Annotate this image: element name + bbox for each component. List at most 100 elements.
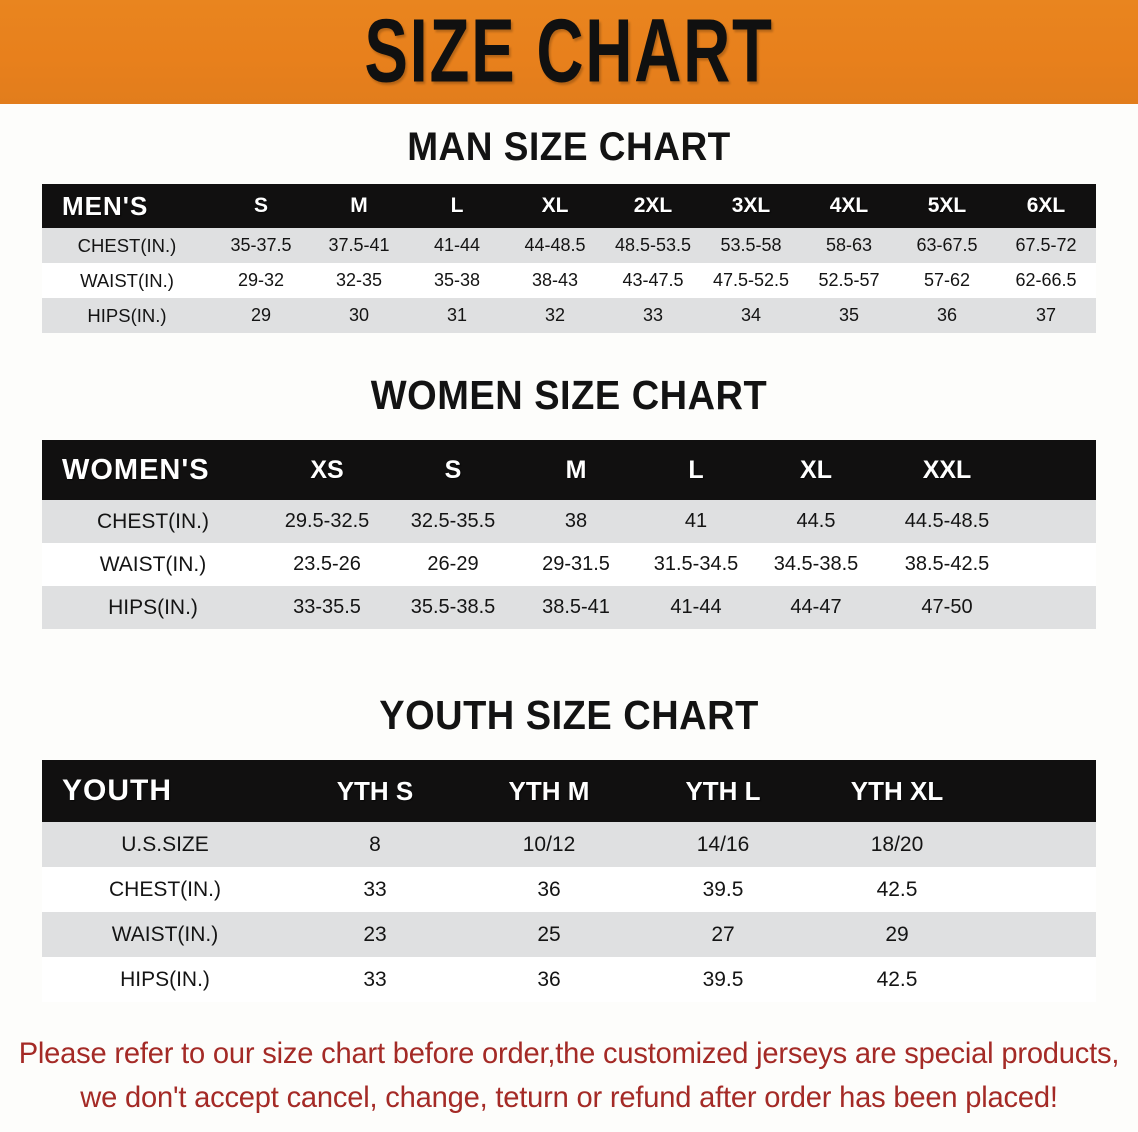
youth-ussize-s: 8 <box>369 832 381 856</box>
men-waist-2xl: 43-47.5 <box>622 270 684 290</box>
men-hips-6xl: 37 <box>1035 305 1057 325</box>
youth-col-xl: YTH XL <box>850 775 944 806</box>
women-chest-xl: 44.5 <box>796 510 836 532</box>
women-col-l: L <box>688 455 704 484</box>
women-waist-xxl: 38.5-42.5 <box>904 553 990 575</box>
table-row: WAIST(IN.) 23 25 27 29 <box>42 912 1096 957</box>
youth-ussize-empty <box>984 822 1096 867</box>
women-chest-xs: 29.5-32.5 <box>284 510 370 532</box>
women-col-xl: XL <box>800 455 832 484</box>
youth-chest-l: 39.5 <box>702 877 744 901</box>
women-size-section: WOMEN SIZE CHART WOMEN'S XS S M L XL XXL <box>0 365 1138 629</box>
youth-col-m: YTH M <box>508 775 590 806</box>
youth-waist-empty <box>984 912 1096 957</box>
women-hips-xxl: 47-50 <box>921 596 973 618</box>
men-hips-s: 29 <box>250 305 272 325</box>
women-col-xs: XS <box>310 455 344 484</box>
men-row-label-chest: CHEST(IN.) <box>77 234 177 256</box>
youth-size-section: YOUTH SIZE CHART YOUTH YTH S YTH M YTH L… <box>0 685 1138 1002</box>
women-chest-s: 32.5-35.5 <box>410 510 496 532</box>
men-hips-xl: 32 <box>544 305 566 325</box>
men-col-3xl: 3XL <box>731 194 771 217</box>
women-hips-xs: 33-35.5 <box>293 596 361 618</box>
men-chest-2xl: 48.5-53.5 <box>614 235 692 255</box>
men-waist-6xl: 62-66.5 <box>1015 270 1077 290</box>
women-waist-m: 29-31.5 <box>542 553 610 575</box>
table-row: HIPS(IN.) 33 36 39.5 42.5 <box>42 957 1096 1002</box>
men-waist-l: 35-38 <box>433 270 481 290</box>
youth-size-table: YOUTH YTH S YTH M YTH L YTH XL U.S.SIZE … <box>42 760 1096 1002</box>
youth-waist-m: 25 <box>537 922 561 946</box>
men-hips-l: 31 <box>446 305 468 325</box>
men-section-title: MAN SIZE CHART <box>407 124 731 169</box>
men-waist-4xl: 52.5-57 <box>818 270 880 290</box>
men-table-header-row: MEN'S S M L XL 2XL 3XL 4XL 5XL 6XL <box>42 184 1096 228</box>
men-row-label-waist: WAIST(IN.) <box>80 269 174 291</box>
youth-chest-empty <box>984 867 1096 912</box>
youth-ussize-l: 14/16 <box>696 832 750 856</box>
table-row: CHEST(IN.) 33 36 39.5 42.5 <box>42 867 1096 912</box>
women-hips-s: 35.5-38.5 <box>410 596 496 618</box>
youth-chest-m: 36 <box>537 877 561 901</box>
youth-waist-l: 27 <box>711 922 735 946</box>
women-waist-xs: 23.5-26 <box>293 553 361 575</box>
women-table-header-row: WOMEN'S XS S M L XL XXL <box>42 440 1096 500</box>
men-corner-label: MEN'S <box>62 190 149 221</box>
youth-waist-s: 23 <box>363 922 387 946</box>
men-size-table: MEN'S S M L XL 2XL 3XL 4XL 5XL 6XL CHEST… <box>42 184 1096 333</box>
return-policy-disclaimer: Please refer to our size chart before or… <box>17 1032 1121 1120</box>
youth-waist-xl: 29 <box>885 922 909 946</box>
men-chest-3xl: 53.5-58 <box>720 235 782 255</box>
youth-hips-s: 33 <box>363 967 387 991</box>
men-chest-xl: 44-48.5 <box>524 235 586 255</box>
men-col-5xl: 5XL <box>927 194 967 217</box>
women-chest-empty <box>1018 500 1096 543</box>
men-chest-4xl: 58-63 <box>825 235 873 255</box>
youth-corner-label: YOUTH <box>62 774 172 807</box>
men-size-section: MAN SIZE CHART MEN'S S M L XL 2XL 3XL 4X… <box>0 104 1138 333</box>
men-row-label-hips: HIPS(IN.) <box>87 304 167 326</box>
youth-col-l: YTH L <box>685 775 761 806</box>
women-waist-l: 31.5-34.5 <box>653 553 739 575</box>
women-corner-label: WOMEN'S <box>62 453 210 486</box>
men-waist-xl: 38-43 <box>531 270 579 290</box>
youth-section-title: YOUTH SIZE CHART <box>379 693 759 739</box>
table-row: WAIST(IN.) 29-32 32-35 35-38 38-43 43-47… <box>42 263 1096 298</box>
table-row: WAIST(IN.) 23.5-26 26-29 29-31.5 31.5-34… <box>42 543 1096 586</box>
men-col-2xl: 2XL <box>633 194 673 217</box>
youth-row-label-hips: HIPS(IN.) <box>120 967 210 991</box>
youth-ussize-xl: 18/20 <box>870 832 924 856</box>
men-chest-m: 37.5-41 <box>328 235 390 255</box>
men-waist-5xl: 57-62 <box>923 270 971 290</box>
men-hips-5xl: 36 <box>936 305 958 325</box>
women-section-title: WOMEN SIZE CHART <box>370 373 768 419</box>
women-waist-empty <box>1018 543 1096 586</box>
women-chest-m: 38 <box>564 510 588 532</box>
women-row-label-waist: WAIST(IN.) <box>99 552 207 576</box>
men-hips-2xl: 33 <box>642 305 664 325</box>
table-row: U.S.SIZE 8 10/12 14/16 18/20 <box>42 822 1096 867</box>
men-hips-3xl: 34 <box>740 305 762 325</box>
women-col-s: S <box>444 455 462 484</box>
youth-row-label-chest: CHEST(IN.) <box>109 877 221 901</box>
men-hips-m: 30 <box>348 305 370 325</box>
women-waist-s: 26-29 <box>427 553 479 575</box>
women-col-empty <box>1018 440 1096 500</box>
table-row: HIPS(IN.) 33-35.5 35.5-38.5 38.5-41 41-4… <box>42 586 1096 629</box>
men-col-s: S <box>253 194 268 217</box>
youth-table-header-row: YOUTH YTH S YTH M YTH L YTH XL <box>42 760 1096 822</box>
table-row: CHEST(IN.) 29.5-32.5 32.5-35.5 38 41 44.… <box>42 500 1096 543</box>
men-col-4xl: 4XL <box>829 194 869 217</box>
youth-col-empty <box>984 760 1096 822</box>
disclaimer-line-1: Please refer to our size chart before or… <box>18 1037 1120 1070</box>
men-waist-s: 29-32 <box>237 270 285 290</box>
women-row-label-hips: HIPS(IN.) <box>108 595 198 619</box>
women-hips-empty <box>1018 586 1096 629</box>
youth-row-label-waist: WAIST(IN.) <box>111 922 219 946</box>
women-size-table: WOMEN'S XS S M L XL XXL CHEST(IN.) 29.5-… <box>42 440 1096 629</box>
women-hips-xl: 44-47 <box>790 596 842 618</box>
men-col-6xl: 6XL <box>1026 194 1066 217</box>
table-row: CHEST(IN.) 35-37.5 37.5-41 41-44 44-48.5… <box>42 228 1096 263</box>
women-col-xxl: XXL <box>922 455 972 484</box>
